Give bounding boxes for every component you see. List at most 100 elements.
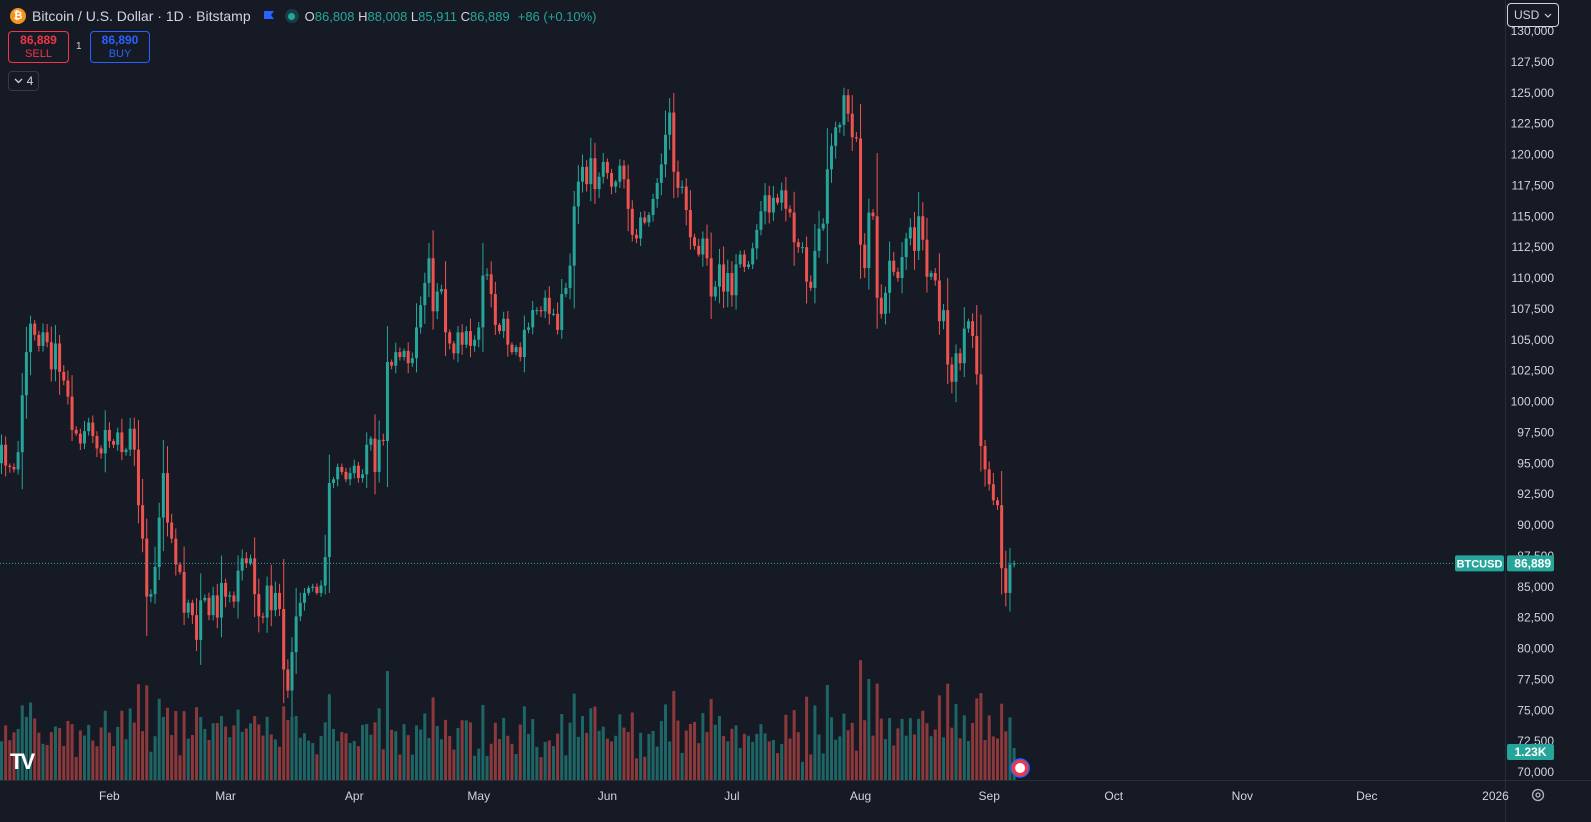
candle-body [618, 165, 622, 182]
candle-body [95, 436, 99, 449]
volume-bar [83, 735, 86, 780]
time-tick-label: May [467, 789, 490, 803]
tradingview-logo-icon[interactable]: TV [10, 749, 35, 774]
volume-bar [58, 728, 62, 780]
sell-button[interactable]: 86,889 SELL [8, 31, 69, 63]
candle-body [365, 444, 369, 475]
candle-body [327, 483, 331, 558]
candle-body [527, 327, 531, 330]
candle-body [925, 239, 929, 277]
candle-body [813, 250, 817, 288]
candle-body [680, 186, 684, 188]
volume-bar [373, 722, 377, 780]
candle-body [705, 238, 709, 259]
time-tick-label: Mar [215, 789, 236, 803]
candle-body [390, 361, 394, 366]
currency-select[interactable]: USD [1507, 3, 1559, 27]
candle-body [962, 328, 966, 364]
volume-bar [402, 724, 406, 780]
volume-bar [904, 735, 908, 780]
volume-bar [755, 733, 759, 780]
volume-bar [672, 690, 676, 780]
candle-body [688, 210, 692, 238]
volume-bar [543, 741, 547, 780]
volume-bar [319, 735, 323, 780]
volume-bar [742, 733, 746, 780]
candle-body [307, 587, 311, 593]
volume-bar [261, 735, 265, 780]
candle-body [244, 558, 248, 564]
volume-bar [439, 739, 443, 780]
candle-body [697, 245, 701, 255]
volume-bar [792, 710, 796, 780]
price-tick-label: 110,000 [1512, 271, 1555, 285]
volume-bar [738, 747, 742, 780]
candle-body [153, 566, 157, 595]
candle-body [74, 429, 78, 434]
candle-body [684, 186, 688, 211]
candle-body [253, 558, 257, 595]
candle-body [207, 597, 211, 616]
volume-bar [112, 746, 116, 780]
candle-body [485, 274, 489, 276]
candle-body [825, 169, 829, 224]
volume-bar [361, 724, 365, 780]
candle-body [315, 586, 319, 593]
time-axis: Feb Mar Apr May Jun Jul Aug Sep Oct Nov Dec 2026 [99, 789, 1509, 803]
candle-body [37, 334, 41, 346]
candle-body [302, 592, 306, 603]
volume-bar [747, 735, 750, 780]
candle-body [460, 332, 464, 345]
volume-bar [830, 717, 833, 780]
candle-body [946, 310, 950, 365]
volume-bar [340, 731, 344, 780]
volume-bar [498, 739, 501, 780]
volume-bar [751, 741, 755, 780]
candle-body [290, 652, 294, 691]
candle-body [560, 294, 564, 330]
candle-body [709, 258, 713, 297]
volume-bar [705, 732, 709, 780]
candle-body [506, 318, 510, 345]
candle-body [917, 216, 921, 251]
candle-body [261, 616, 265, 618]
volume-bar [207, 739, 211, 780]
volume-bar [20, 705, 24, 780]
indicators-toggle-button[interactable]: 4 [8, 71, 39, 91]
candle-body [531, 310, 535, 328]
flag-icon[interactable] [263, 10, 275, 22]
volume-bar [800, 761, 804, 780]
volume-bar [311, 743, 315, 780]
candle-body [547, 297, 551, 314]
candle-body [282, 608, 286, 670]
candle-body [468, 331, 472, 346]
candle-body [863, 244, 867, 269]
candle-body [551, 313, 555, 315]
symbol-title[interactable]: Bitcoin / U.S. Dollar · 1D · Bitstamp [32, 8, 251, 24]
buy-button[interactable]: 86,890 BUY [90, 31, 150, 63]
candle-body [170, 522, 174, 539]
volume-bar [444, 719, 448, 780]
volume-bar [390, 729, 394, 780]
volume-bar [323, 722, 327, 780]
candle-body [514, 347, 518, 353]
candle-body [780, 190, 784, 203]
volume-bar [302, 733, 306, 780]
volume-bar [971, 722, 975, 780]
candle-body [128, 428, 132, 450]
ohlc-values: O86,808 H88,008 L85,911 C86,889 [304, 8, 510, 24]
price-axis: 70,00072,50075,00077,50080,00082,50085,0… [1511, 24, 1555, 779]
volume-bar [921, 710, 925, 780]
volume-bar [946, 683, 950, 780]
volume-bar [871, 735, 875, 780]
gear-icon[interactable] [1530, 787, 1546, 803]
volume-bar [33, 718, 37, 780]
volume-bar [244, 728, 248, 780]
volume-bar [593, 706, 597, 780]
volume-bars [0, 660, 1016, 780]
volume-bar [535, 746, 539, 780]
candle-body [883, 292, 887, 314]
volume-bar [867, 678, 871, 780]
